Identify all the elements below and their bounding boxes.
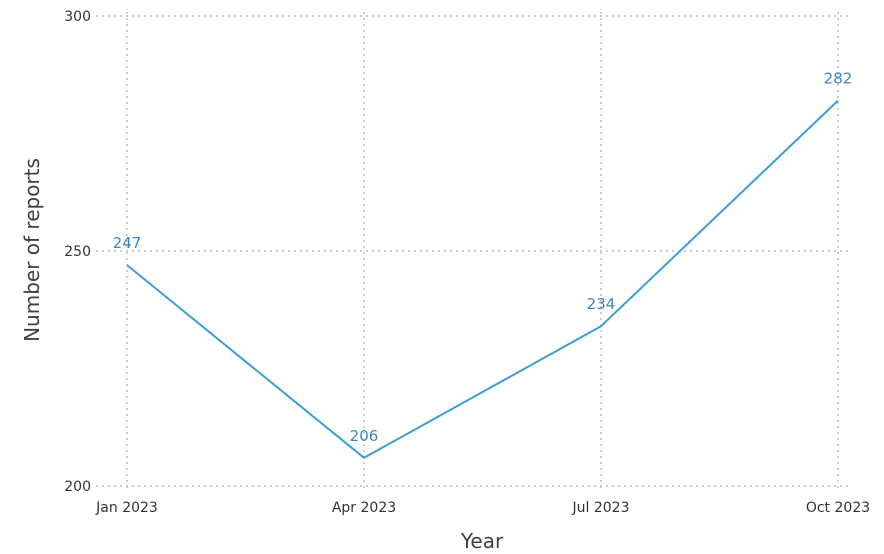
y-tick-label: 300: [64, 9, 91, 25]
data-label: 247: [113, 234, 142, 252]
data-labels: 247 206 234 282: [113, 70, 853, 445]
data-label: 206: [350, 427, 379, 445]
y-tick-label: 250: [64, 244, 91, 260]
y-tick-label: 200: [64, 479, 91, 495]
x-tick-label: Jul 2023: [572, 500, 630, 516]
x-tick-label: Apr 2023: [332, 500, 396, 516]
grid: [96, 12, 852, 491]
series-line: [126, 99, 839, 459]
y-axis-title: Number of reports: [20, 158, 44, 342]
data-label: 282: [824, 70, 853, 88]
y-axis-ticks: 200 250 300: [64, 9, 91, 495]
x-tick-label: Oct 2023: [806, 500, 870, 516]
x-axis-title: Year: [460, 529, 504, 553]
x-axis-ticks: Jan 2023 Apr 2023 Jul 2023 Oct 2023: [95, 500, 870, 516]
data-label: 234: [587, 295, 616, 313]
series-layer: [126, 99, 839, 459]
x-tick-label: Jan 2023: [95, 500, 158, 516]
